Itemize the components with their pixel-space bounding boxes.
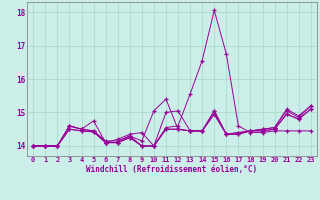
X-axis label: Windchill (Refroidissement éolien,°C): Windchill (Refroidissement éolien,°C) [86,165,258,174]
